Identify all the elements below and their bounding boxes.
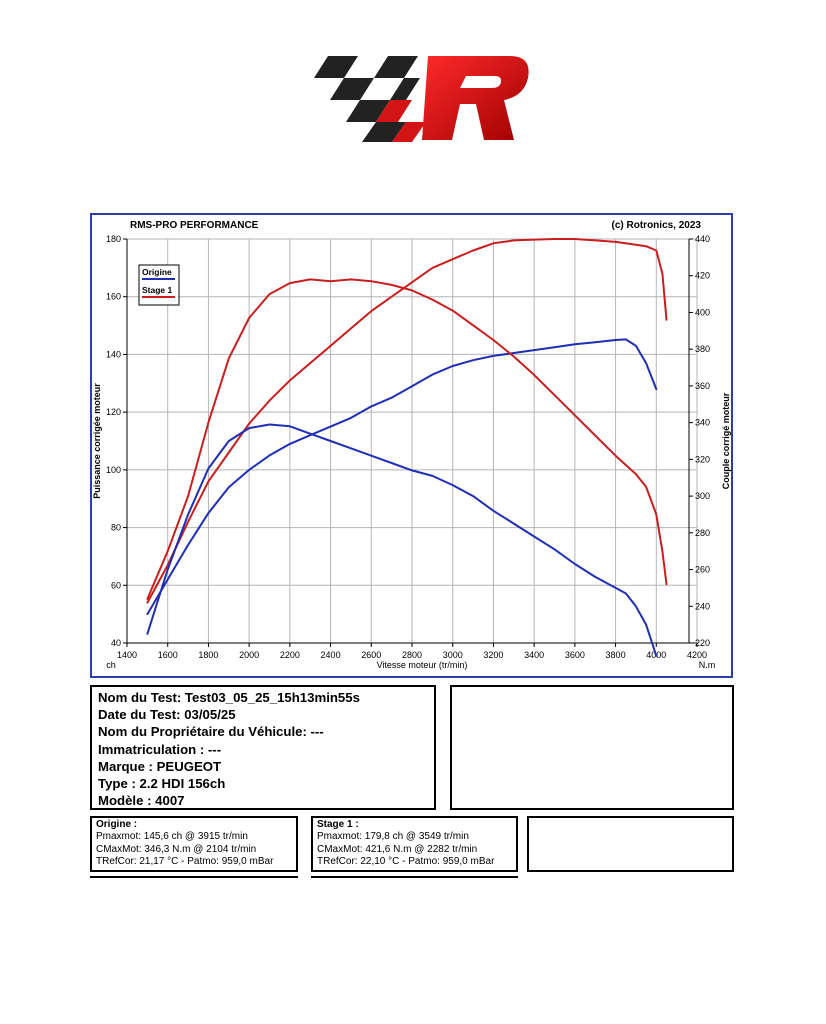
x-tick-label: 2000 bbox=[239, 650, 259, 660]
chart-header-right: (c) Rotronics, 2023 bbox=[611, 220, 701, 231]
x-tick-label: 3600 bbox=[565, 650, 585, 660]
y-right-axis-label: Couple corrigé moteur bbox=[721, 392, 731, 489]
x-tick-label: 2800 bbox=[402, 650, 422, 660]
r-letter-icon bbox=[422, 56, 529, 140]
series-torque-stage-1 bbox=[146, 278, 668, 600]
y-right-tick-label: 300 bbox=[695, 491, 710, 501]
summary-origine-title: Origine : bbox=[96, 819, 138, 830]
x-tick-label: 1600 bbox=[158, 650, 178, 660]
x-tick-label: 2200 bbox=[280, 650, 300, 660]
x-tick-label: 2400 bbox=[321, 650, 341, 660]
summary-stage1-title: Stage 1 : bbox=[317, 819, 359, 830]
y-left-tick-label: 180 bbox=[106, 234, 121, 244]
x-tick-label: 2600 bbox=[361, 650, 381, 660]
legend-box bbox=[138, 264, 180, 306]
summary-origine: Origine : Pmaxmot: 145,6 ch @ 3915 tr/mi… bbox=[90, 816, 298, 872]
y-right-tick-label: 420 bbox=[695, 271, 710, 281]
y-right-tick-label: 440 bbox=[695, 234, 710, 244]
brand-logo bbox=[314, 56, 529, 142]
series-torque-origine bbox=[146, 423, 658, 657]
dyno-chart: 1400 1600 1800 2000 2200 2400 2600 2800 3000 3200… bbox=[92, 234, 731, 670]
test-info-line: Année du Véhicule: 0 bbox=[98, 809, 428, 810]
y-left-axis-label: Puissance corrigée moteur bbox=[92, 383, 102, 499]
summary-stage1-cmax: CMaxMot: 421,6 N.m @ 2282 tr/min bbox=[317, 843, 478, 855]
divider bbox=[90, 876, 298, 878]
y-right-tick-label: 380 bbox=[695, 344, 710, 354]
empty-info-box bbox=[450, 685, 734, 810]
y-left-unit-label: ch bbox=[106, 660, 116, 670]
y-left-tick-label: 80 bbox=[111, 523, 121, 533]
summary-stage1-tref: TRefCor: 22,10 °C - Patmo: 959,0 mBar bbox=[317, 856, 495, 868]
x-tick-label: 4200 bbox=[687, 650, 707, 660]
y-left-tick-label: 100 bbox=[106, 465, 121, 475]
x-tick-label: 1400 bbox=[117, 650, 137, 660]
series-power-stage-1 bbox=[146, 238, 668, 604]
x-axis-label: Vitesse moteur (tr/min) bbox=[377, 660, 468, 670]
y-right-tick-label: 240 bbox=[695, 601, 710, 611]
test-info-box: Nom du Test: Test03_05_25_15h13min55s Dat… bbox=[90, 685, 436, 810]
x-tick-label: 3000 bbox=[443, 650, 463, 660]
summary-stage1-pmax: Pmaxmot: 179,8 ch @ 3549 tr/min bbox=[317, 831, 469, 842]
test-info-line: Modèle : 4007 bbox=[98, 793, 185, 809]
y-left-tick-label: 60 bbox=[111, 580, 121, 590]
summary-origine-tref: TRefCor: 21,17 °C - Patmo: 959,0 mBar bbox=[96, 856, 274, 868]
x-tick-label: 3400 bbox=[524, 650, 544, 660]
y-right-tick-label: 340 bbox=[695, 418, 710, 428]
legend-label: Origine bbox=[142, 267, 172, 277]
x-tick-label: 3200 bbox=[483, 650, 503, 660]
test-info-line: Nom du Test: Test03_05_25_15h13min55s bbox=[98, 690, 360, 705]
x-tick-label: 1800 bbox=[198, 650, 218, 660]
summary-stage1: Stage 1 : Pmaxmot: 179,8 ch @ 3549 tr/mi… bbox=[311, 816, 518, 872]
summary-origine-pmax: Pmaxmot: 145,6 ch @ 3915 tr/min bbox=[96, 831, 248, 842]
y-left-tick-label: 140 bbox=[106, 349, 121, 359]
summary-origine-cmax: CMaxMot: 346,3 N.m @ 2104 tr/min bbox=[96, 843, 257, 855]
test-info-line: Date du Test: 03/05/25 bbox=[98, 707, 236, 723]
test-info-line: Nom du Propriétaire du Véhicule: --- bbox=[98, 724, 324, 740]
checkered-flag-icon bbox=[314, 56, 426, 142]
dyno-chart-panel: RMS-PRO PERFORMANCE (c) Rotronics, 2023 … bbox=[90, 213, 733, 678]
y-right-tick-label: 220 bbox=[695, 638, 710, 648]
legend-label: Stage 1 bbox=[142, 285, 173, 295]
y-right-tick-label: 360 bbox=[695, 381, 710, 391]
chart-header-left: RMS-PRO PERFORMANCE bbox=[130, 220, 259, 231]
y-left-tick-label: 120 bbox=[106, 407, 121, 417]
y-right-tick-label: 280 bbox=[695, 528, 710, 538]
divider bbox=[311, 876, 518, 878]
y-right-tick-label: 260 bbox=[695, 565, 710, 575]
y-right-tick-label: 400 bbox=[695, 307, 710, 317]
test-info-line: Type : 2.2 HDI 156ch bbox=[98, 776, 226, 792]
series-power-origine bbox=[146, 338, 658, 616]
y-right-tick-label: 320 bbox=[695, 454, 710, 464]
empty-summary-box bbox=[527, 816, 734, 872]
y-left-tick-label: 160 bbox=[106, 292, 121, 302]
y-left-tick-label: 40 bbox=[111, 638, 121, 648]
test-info-line: Marque : PEUGEOT bbox=[98, 758, 222, 774]
test-info-line: Immatriculation : --- bbox=[98, 741, 222, 757]
y-right-unit-label: N.m bbox=[699, 660, 716, 670]
x-tick-label: 3800 bbox=[606, 650, 626, 660]
